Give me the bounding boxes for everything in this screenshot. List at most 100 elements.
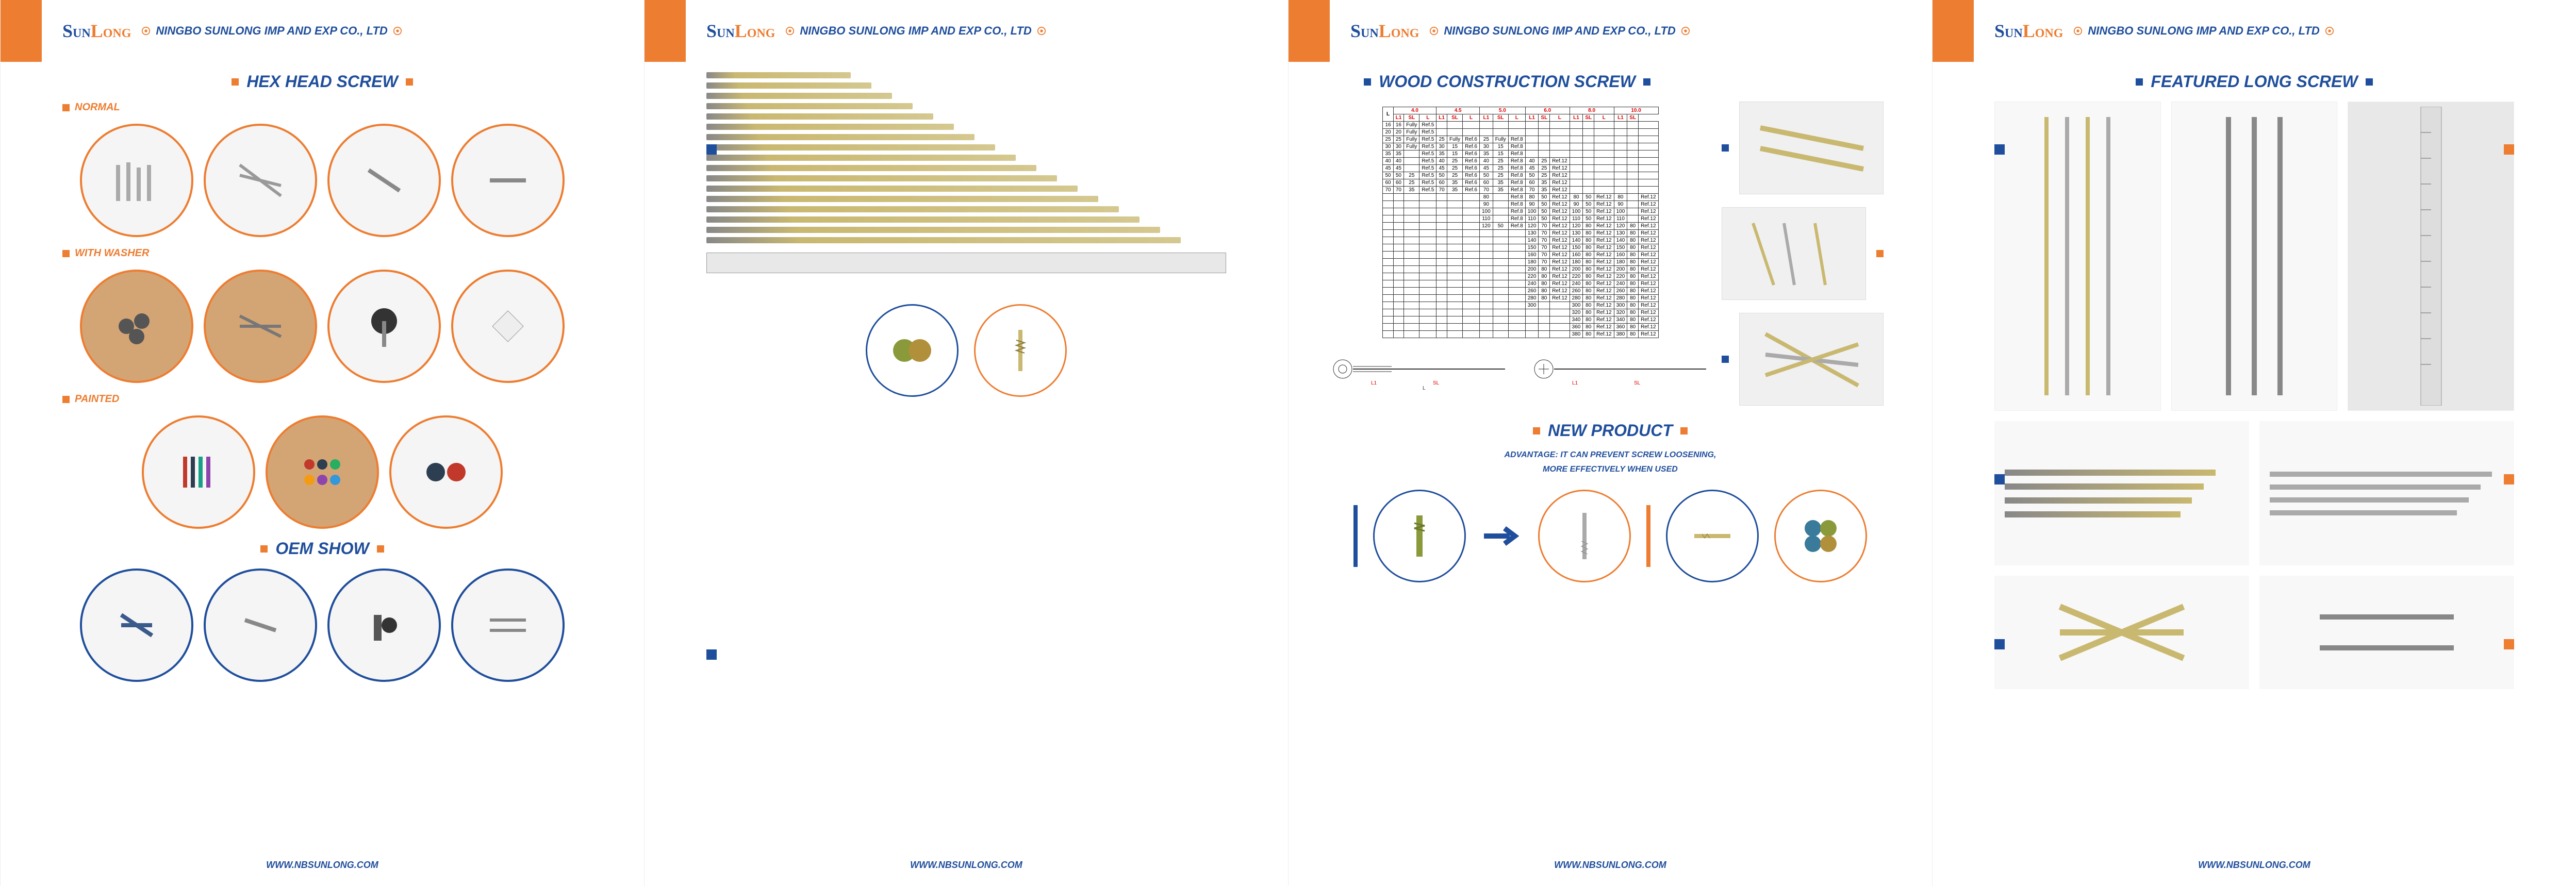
logo: SUNLONG [706,20,775,42]
screw-column [2348,102,2514,411]
square-marker [1722,356,1729,363]
section-title-wood: WOOD CONSTRUCTION SCREW [1082,72,1932,91]
square-marker [1680,427,1688,434]
screw-line [706,227,1160,233]
footer: WWW.NBSUNLONG.COM [1289,860,1932,871]
screw-line [706,237,1181,243]
logo-area: SUNLONG NINGBO SUNLONG IMP AND EXP CO., … [1330,20,1690,42]
square-marker [62,104,70,111]
svg-text:L1: L1 [1371,380,1377,386]
product-circle [1538,490,1631,582]
screw-line [706,155,1016,161]
screw-line [706,124,954,130]
product-photo [1739,313,1884,406]
company-name: NINGBO SUNLONG IMP AND EXP CO., LTD [785,24,1046,38]
screw-column [1994,102,2161,411]
square-marker [2366,78,2373,86]
side-marker [1994,144,2005,155]
section-title-long: FEATURED LONG SCREW [1933,72,2576,91]
sub-normal: NORMAL [62,102,644,113]
divider [1353,505,1358,567]
screw-line [706,196,1098,202]
logo: SUNLONG [1350,20,1419,42]
product-photo [389,415,503,529]
product-photo [204,270,317,383]
product-photo [327,569,441,682]
photo-row-normal [1,124,644,237]
side-marker [706,649,717,660]
product-circle [1774,490,1867,582]
product-circle [974,304,1067,397]
photo-row-oem [1,569,644,682]
screw-length-stack [645,62,1288,283]
screw-line [706,113,933,120]
screw-line [706,93,892,99]
gear-icon [1429,26,1439,36]
product-photo [451,569,565,682]
header: SUNLONG NINGBO SUNLONG IMP AND EXP CO., … [1289,0,1932,62]
product-photo [266,415,379,529]
page-2: SUNLONG NINGBO SUNLONG IMP AND EXP CO., … [644,0,1288,886]
screw-column [2171,102,2338,411]
side-marker [2504,474,2514,484]
page-1: SUNLONG NINGBO SUNLONG IMP AND EXP CO., … [0,0,644,886]
new-product-row-left [645,304,1288,397]
orange-tab [1289,0,1330,62]
product-photo [1739,102,1884,194]
photo-group [1722,207,1891,300]
page-3: SUNLONG NINGBO SUNLONG IMP AND EXP CO., … [1288,0,1932,886]
footer: WWW.NBSUNLONG.COM [1,860,644,871]
ruler [706,253,1226,273]
photo-group [1722,102,1891,194]
side-marker [1994,639,2005,649]
company-name: NINGBO SUNLONG IMP AND EXP CO., LTD [141,24,402,38]
screw-line [706,206,1119,212]
product-photo [327,270,441,383]
page-4: SUNLONG NINGBO SUNLONG IMP AND EXP CO., … [1932,0,2576,886]
screw-line [706,82,871,89]
title-text: OEM SHOW [275,539,369,558]
new-product-row [1289,490,1932,582]
side-marker [706,144,717,155]
section-title-hex: HEX HEAD SCREW [1,72,644,91]
company-name: NINGBO SUNLONG IMP AND EXP CO., LTD [2073,24,2334,38]
screw-line [706,175,1057,181]
footer: WWW.NBSUNLONG.COM [645,860,1288,871]
side-photos [1722,102,1891,406]
square-marker [62,396,70,403]
arrow-icon [1481,521,1523,551]
long-screw-grid [1933,102,2576,411]
photo-group [1722,313,1891,406]
screw-diagram-2: L1SL [1531,348,1711,390]
screw-line [706,186,1078,192]
product-photo [451,124,565,237]
product-photo [327,124,441,237]
gear-icon [141,26,151,36]
screw-line [706,165,1036,171]
gear-icon [1037,26,1046,36]
spec-table: L4.04.55.06.08.010.0L1SLLL1SLLL1SLLL1SLL… [1382,107,1658,338]
gear-icon [393,26,402,36]
screw-line [706,216,1140,223]
orange-tab [1933,0,1974,62]
header: SUNLONG NINGBO SUNLONG IMP AND EXP CO., … [645,0,1288,62]
product-photo [204,124,317,237]
logo: SUNLONG [1994,20,2063,42]
square-marker [2136,78,2143,86]
svg-text:L1: L1 [1572,380,1578,386]
square-marker [1533,427,1540,434]
sub-washer: WITH WASHER [62,247,644,259]
tech-drawing: L1SLL L1SL [1330,348,1711,390]
gear-icon [2325,26,2334,36]
advantage-line2: MORE EFFECTIVELY WHEN USED [1289,465,1932,474]
product-circle [866,304,959,397]
product-photo [2259,576,2514,689]
advantage-line1: ADVANTAGE: IT CAN PREVENT SCREW LOOSENIN… [1289,450,1932,460]
square-marker [1722,144,1729,152]
section-title-oem: OEM SHOW [1,539,644,558]
gear-icon [2073,26,2083,36]
logo-area: SUNLONG NINGBO SUNLONG IMP AND EXP CO., … [42,20,402,42]
screw-line [706,72,851,78]
screw-diagram-1: L1SLL [1330,348,1510,390]
screw-line [706,134,975,140]
